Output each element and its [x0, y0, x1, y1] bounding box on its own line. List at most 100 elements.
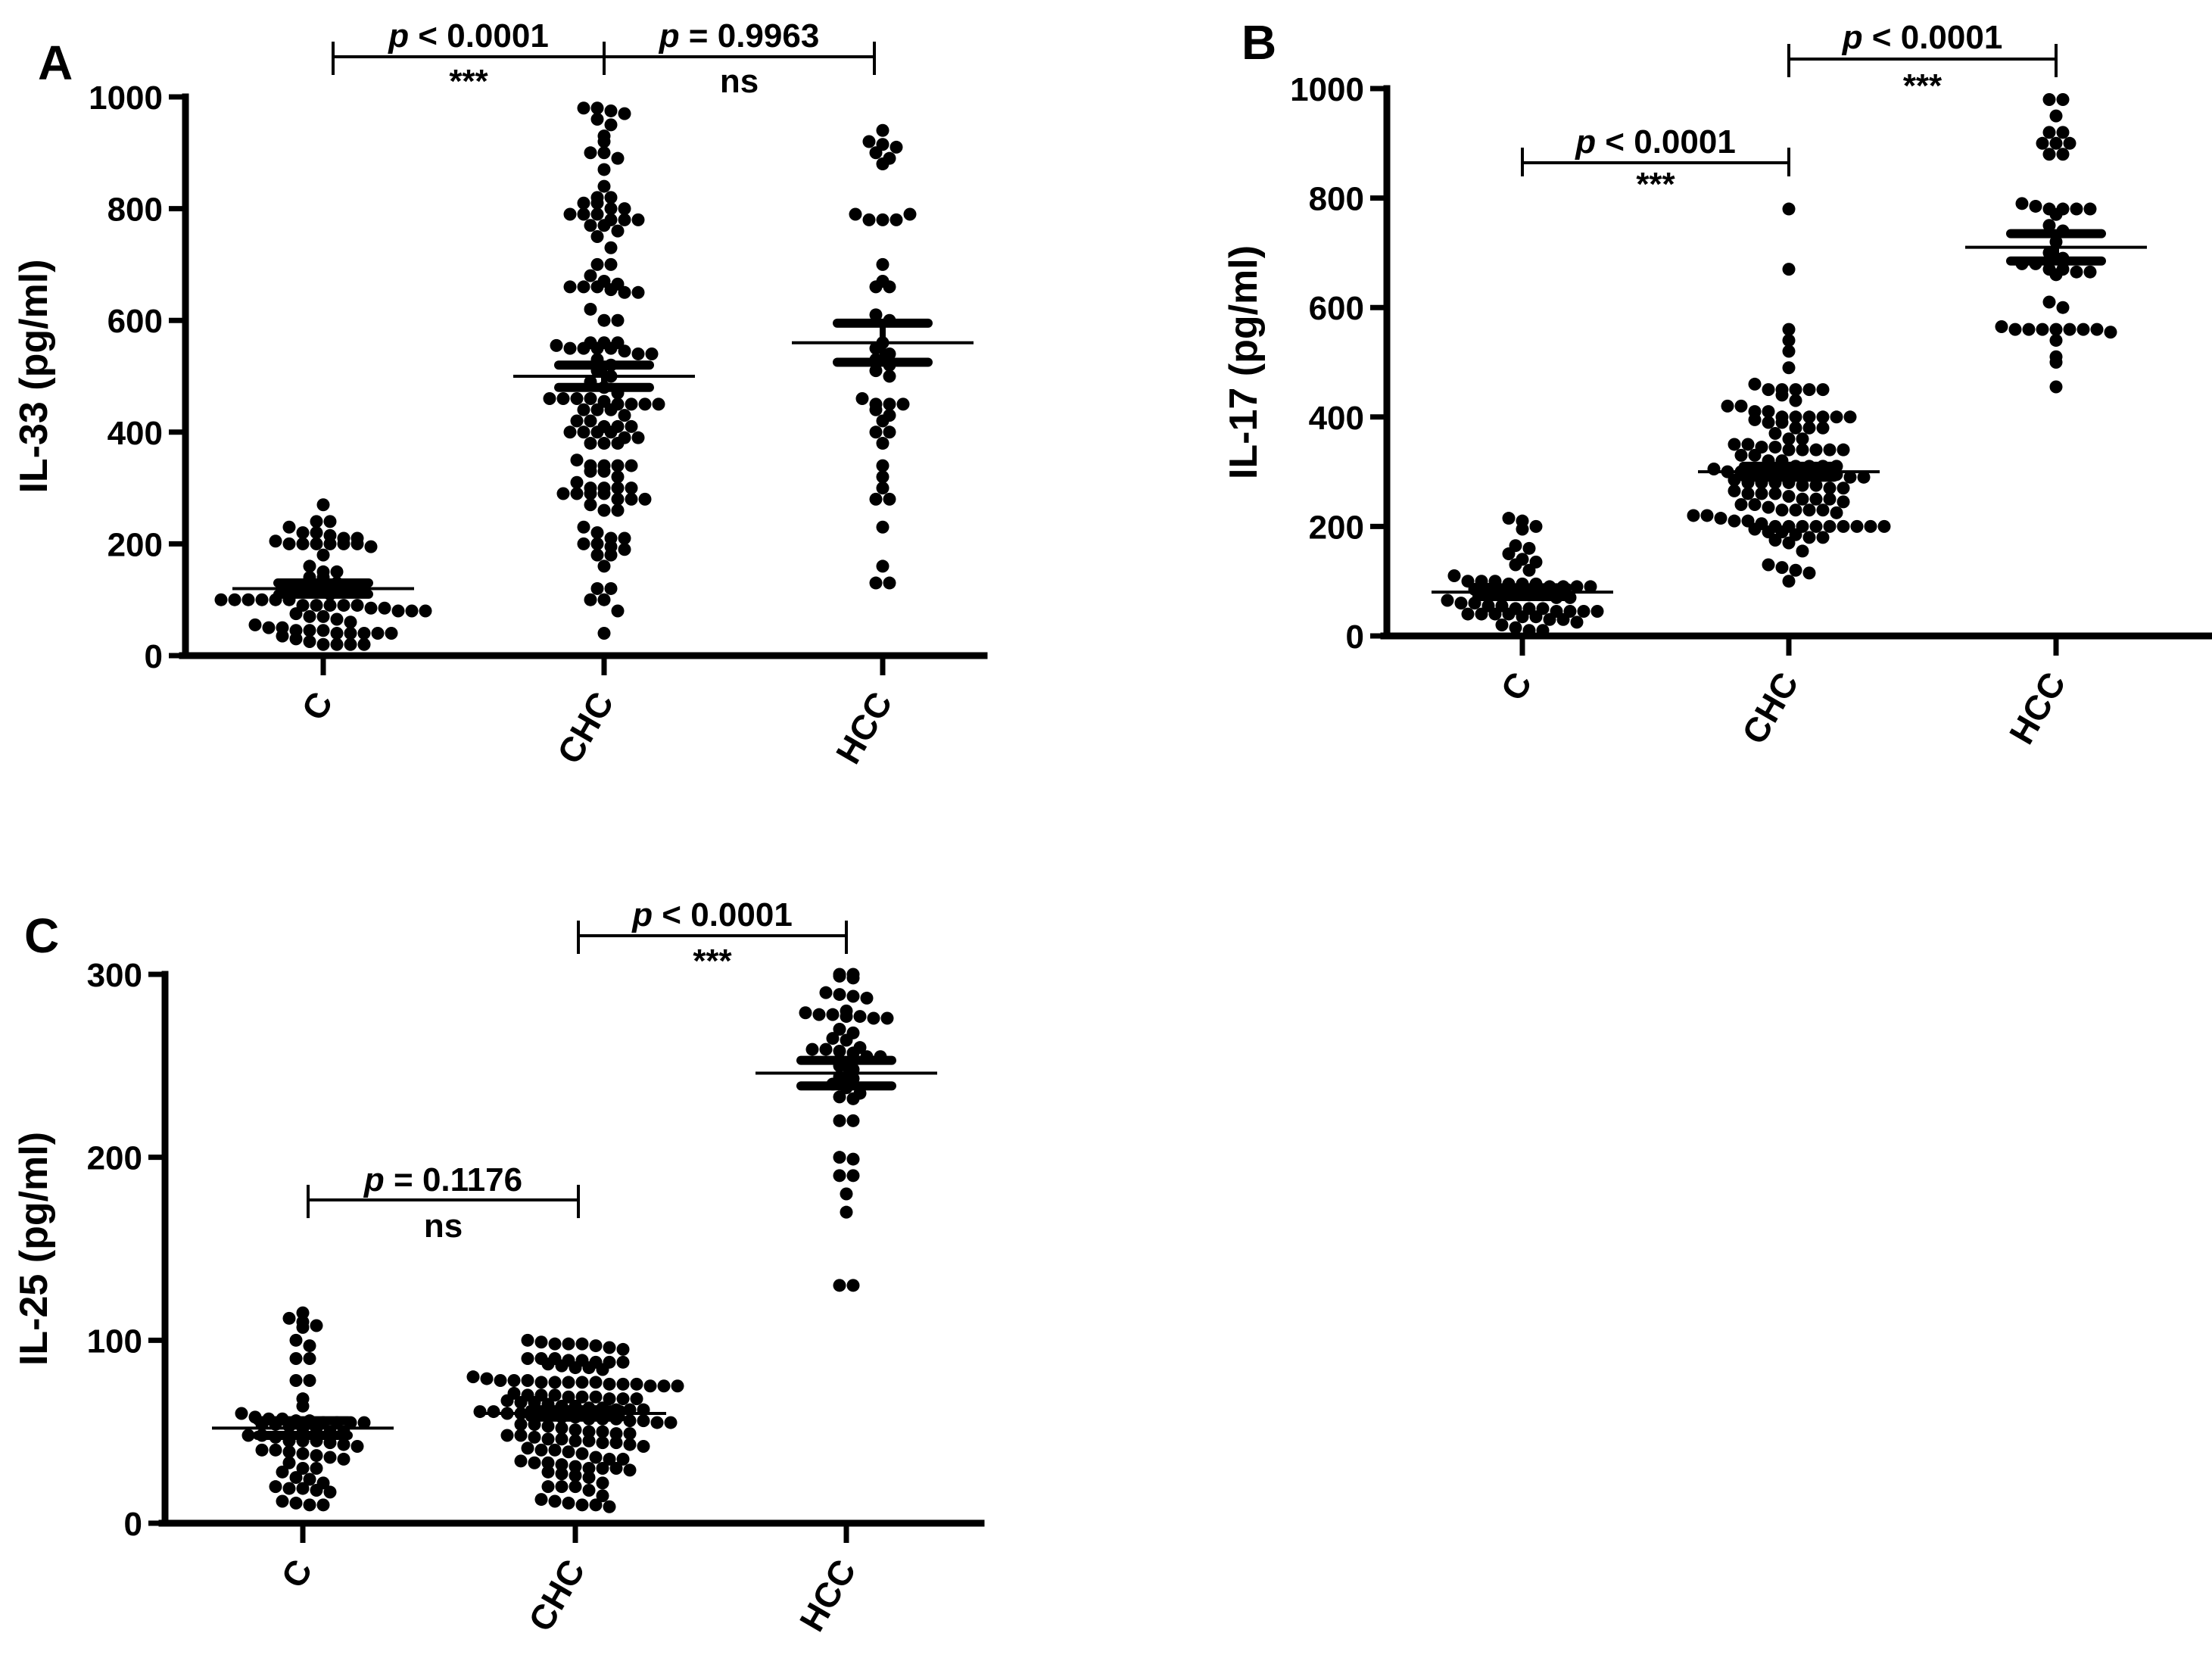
data-point — [589, 1376, 603, 1389]
data-point — [1734, 448, 1748, 462]
data-point — [1823, 492, 1837, 506]
data-point — [1728, 438, 1741, 451]
data-point — [618, 202, 631, 216]
data-point — [846, 1114, 860, 1127]
data-point — [1755, 487, 1768, 500]
data-point — [548, 1443, 562, 1457]
data-point — [1823, 443, 1837, 457]
data-point — [833, 988, 846, 1002]
data-point — [883, 576, 896, 590]
data-point — [876, 437, 889, 450]
data-point — [1522, 563, 1536, 577]
data-point — [876, 481, 889, 495]
data-point — [1741, 487, 1755, 500]
data-point — [590, 425, 604, 439]
data-point — [282, 1445, 296, 1459]
data-point — [631, 213, 645, 226]
data-point — [514, 1429, 528, 1442]
data-point — [1700, 509, 1714, 522]
data-point — [1782, 443, 1796, 457]
data-point — [590, 548, 604, 562]
data-point — [2083, 202, 2097, 216]
data-point — [616, 1452, 630, 1466]
data-point — [623, 1438, 637, 1451]
significance-marker: *** — [1636, 166, 1675, 203]
data-point — [1577, 604, 1590, 618]
data-point — [637, 1440, 650, 1453]
data-point — [500, 1394, 514, 1407]
data-point — [541, 1465, 555, 1479]
data-point — [2070, 202, 2083, 216]
y-axis-label: IL-17 (pg/ml) — [1222, 245, 1266, 479]
data-point — [876, 157, 889, 171]
data-point — [2056, 148, 2070, 161]
data-point — [494, 1374, 507, 1387]
p-symbol: p — [1575, 123, 1596, 160]
data-point — [577, 101, 590, 115]
data-point — [833, 1279, 846, 1292]
data-point — [562, 1496, 575, 1510]
data-point — [562, 1376, 575, 1389]
data-point — [637, 1414, 650, 1428]
data-point — [846, 1152, 860, 1166]
data-point — [1543, 612, 1556, 626]
data-point — [296, 1447, 310, 1460]
data-point — [2015, 197, 2029, 210]
data-point — [604, 257, 618, 271]
category-label: HCC — [828, 685, 900, 770]
data-point — [883, 369, 896, 383]
data-point — [876, 213, 889, 226]
data-point — [611, 503, 625, 517]
data-point — [2008, 323, 2022, 336]
data-point — [597, 559, 611, 573]
data-point — [597, 626, 611, 640]
data-point — [569, 1480, 582, 1494]
data-point — [869, 341, 883, 355]
data-point — [590, 403, 604, 416]
data-point — [269, 1443, 282, 1457]
data-point — [590, 581, 604, 595]
data-point — [241, 1429, 255, 1442]
data-point — [276, 629, 289, 643]
category-label: C — [1493, 665, 1540, 707]
data-point — [310, 526, 323, 540]
data-point — [563, 207, 577, 221]
data-point — [590, 113, 604, 126]
data-point — [1775, 416, 1789, 429]
data-point — [584, 498, 597, 512]
p-value-label: p = 0.1176 — [363, 1161, 522, 1198]
data-point — [1796, 443, 1809, 457]
data-point — [604, 425, 618, 439]
category-label: CHC — [1734, 665, 1806, 750]
data-point — [378, 601, 391, 615]
data-point — [869, 425, 883, 439]
data-point — [521, 1333, 534, 1347]
data-point — [2042, 219, 2056, 232]
data-point — [570, 475, 584, 489]
data-point — [597, 503, 611, 517]
data-point — [582, 1434, 596, 1448]
data-point — [1809, 478, 1823, 492]
data-point — [631, 431, 645, 444]
data-point — [577, 280, 590, 294]
data-point — [833, 1045, 846, 1058]
category-label: HCC — [2002, 665, 2073, 750]
data-point — [1796, 432, 1809, 446]
data-point — [289, 607, 303, 621]
data-point — [1461, 607, 1475, 621]
data-point — [330, 626, 344, 640]
data-point — [577, 341, 590, 355]
data-point — [611, 224, 625, 238]
data-point — [2042, 295, 2056, 309]
data-point — [2049, 109, 2063, 123]
data-point — [1768, 426, 1782, 440]
data-point — [1816, 531, 1830, 544]
data-point — [1775, 388, 1789, 402]
data-point — [371, 626, 385, 640]
y-tick-label: 200 — [107, 526, 163, 563]
data-point — [1748, 448, 1762, 462]
data-point — [597, 135, 611, 148]
data-point — [590, 537, 604, 550]
category-label: CHC — [550, 685, 622, 770]
